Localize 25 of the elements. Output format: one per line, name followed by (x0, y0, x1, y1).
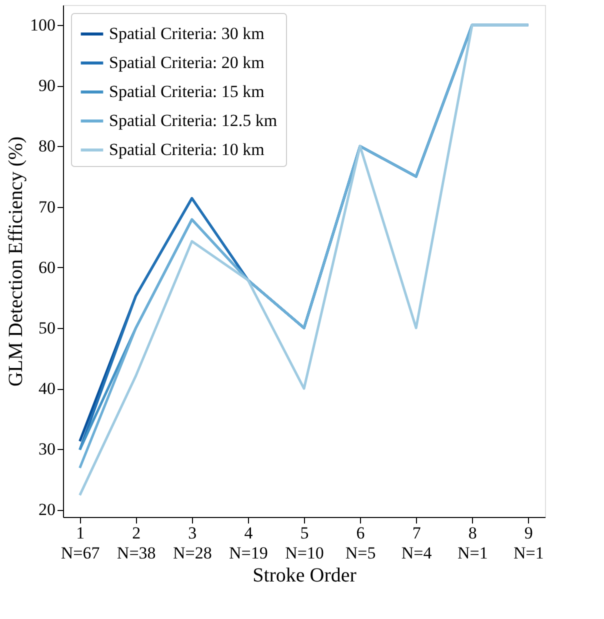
y-tick-label: 80 (38, 136, 56, 156)
y-tick-label: 50 (38, 318, 56, 338)
y-tick-label: 100 (30, 15, 56, 34)
legend-label: Spatial Criteria: 20 km (109, 53, 264, 72)
y-tick-label: 60 (38, 258, 56, 277)
x-tick-label: 9 N=1 (514, 524, 544, 562)
x-tick-label: 2 N=38 (116, 524, 156, 562)
y-tick-label: 40 (38, 379, 56, 398)
legend-label: Spatial Criteria: 15 km (109, 82, 264, 101)
x-tick-label: 7 N=4 (401, 524, 432, 562)
y-tick-label: 90 (38, 76, 56, 96)
y-tick-label: 20 (38, 500, 56, 520)
y-tick-label: 30 (38, 440, 56, 459)
x-tick-label: 8 N=1 (457, 524, 488, 562)
x-axis-title: Stroke Order (252, 564, 357, 586)
legend-label: Spatial Criteria: 10 km (109, 140, 264, 159)
x-tick-label: 4 N=19 (229, 524, 268, 562)
x-tick-label: 1 N=67 (60, 524, 100, 562)
x-tick-label: 5 N=10 (285, 524, 324, 562)
legend-label: Spatial Criteria: 30 km (109, 24, 264, 43)
y-tick-label: 70 (38, 197, 56, 216)
legend-label: Spatial Criteria: 12.5 km (109, 111, 278, 130)
y-axis-title: GLM Detection Efficiency (%) (5, 136, 27, 387)
x-tick-label: 6 N=5 (345, 524, 376, 562)
x-tick-label: 3 N=28 (172, 524, 212, 562)
